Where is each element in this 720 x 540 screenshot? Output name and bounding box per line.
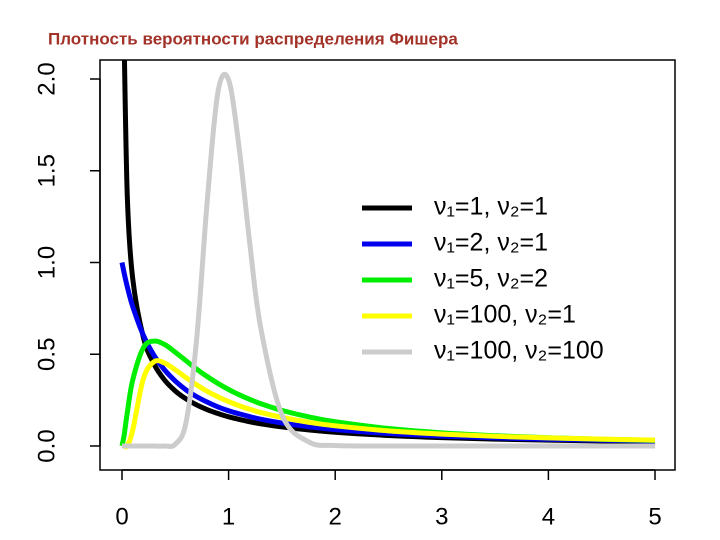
x-tick-label: 1 [222,503,235,530]
x-tick-label: 4 [542,503,555,530]
x-tick-label: 5 [648,503,661,530]
legend-label: ν₁=2, ν₂=1 [434,229,548,257]
y-tick-label: 0.5 [33,338,60,371]
x-tick-label: 2 [329,503,342,530]
chart-title: Плотность вероятности распределения Фише… [48,29,458,48]
plot-area [119,60,656,450]
x-tick-label: 3 [435,503,448,530]
y-tick-label: 2.0 [33,62,60,95]
legend-label: ν₁=5, ν₂=2 [434,265,548,293]
series-line [121,71,655,449]
y-tick-label: 0.0 [33,429,60,462]
y-tick-label: 1.0 [33,246,60,279]
series-line [121,358,656,450]
legend-label: ν₁=1, ν₂=1 [434,193,548,221]
y-tick-label: 1.5 [33,154,60,187]
legend-label: ν₁=100, ν₂=100 [434,337,604,365]
legend-label: ν₁=100, ν₂=1 [434,301,576,329]
x-tick-label: 0 [115,503,128,530]
